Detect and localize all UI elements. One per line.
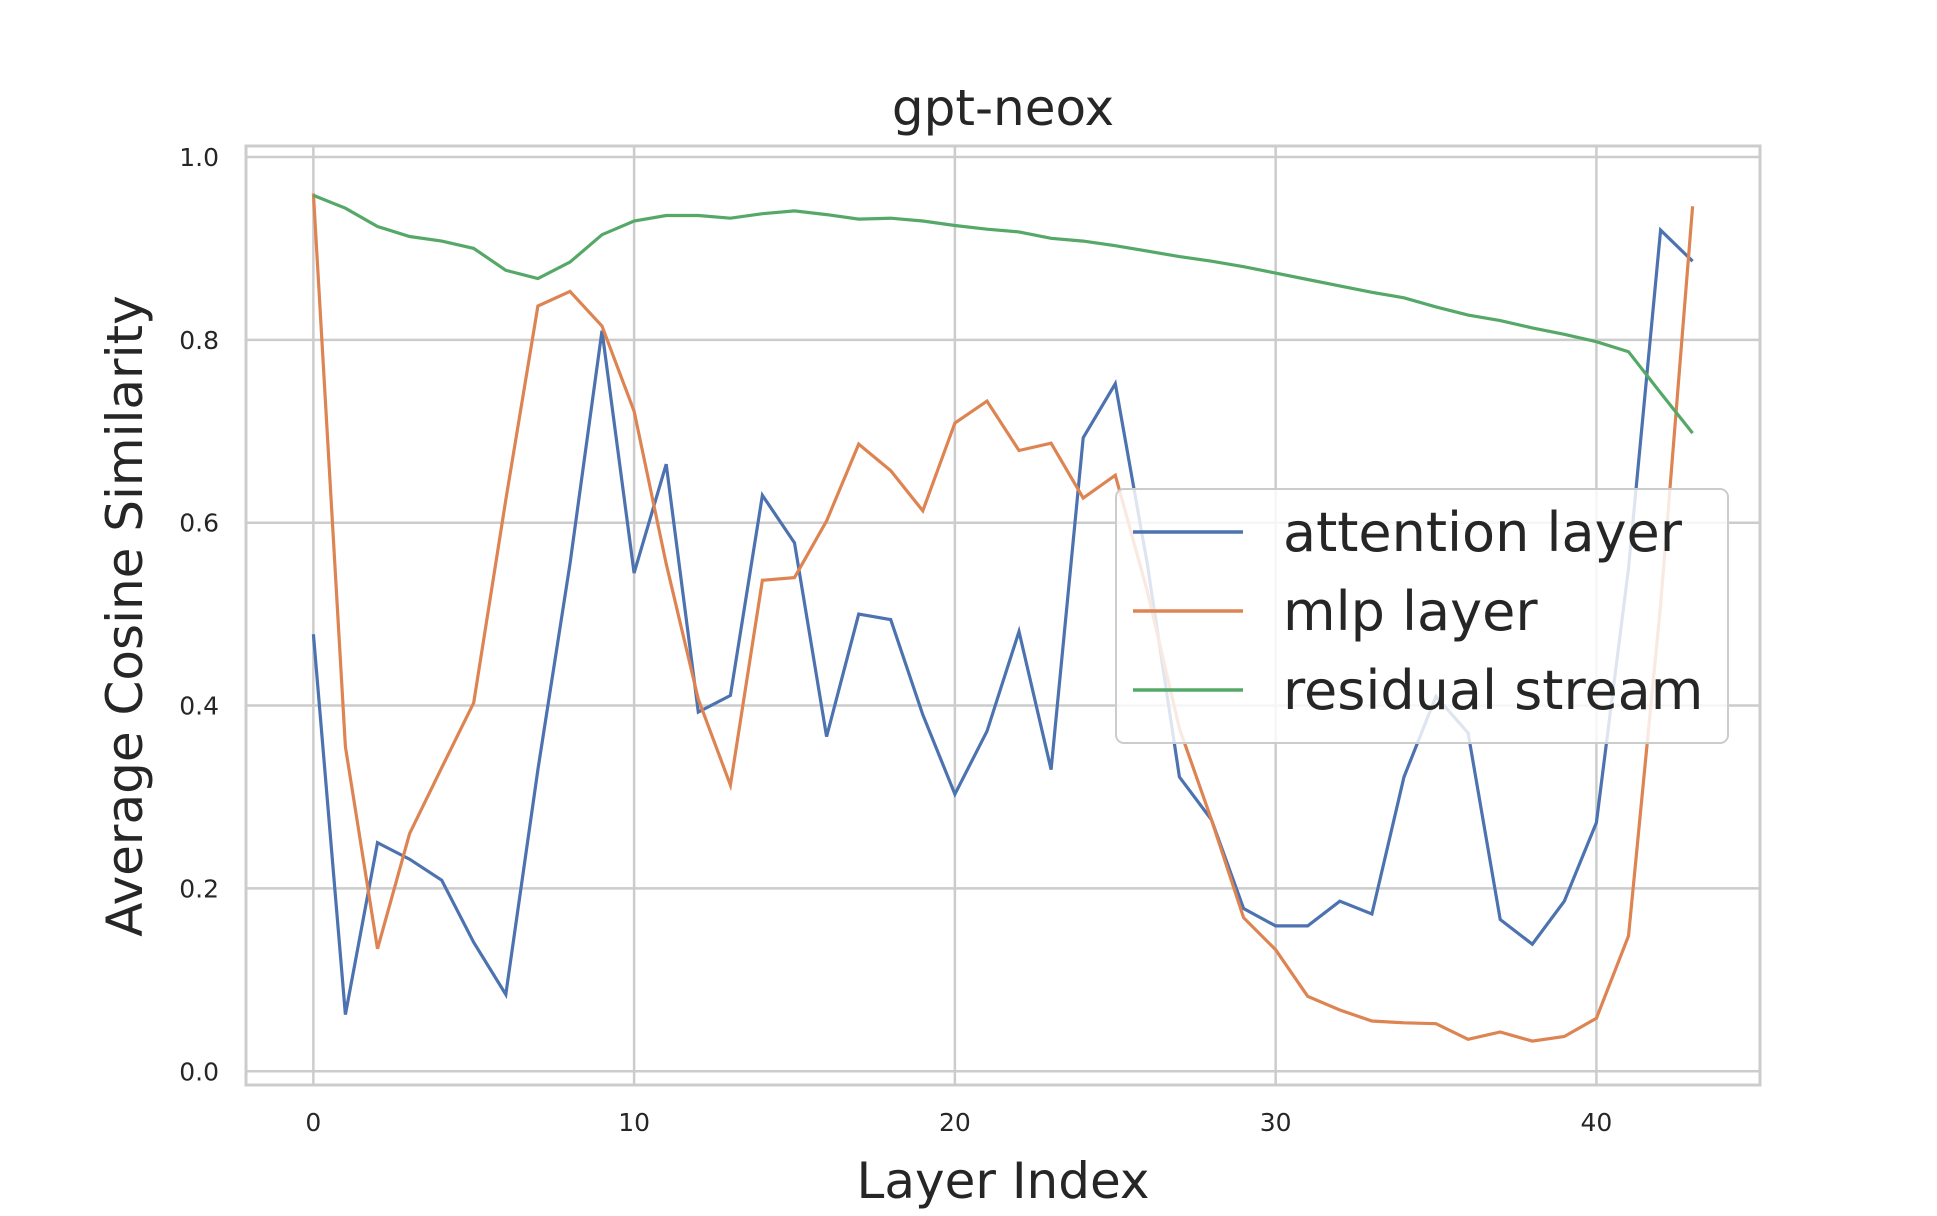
chart-title: gpt-neox bbox=[892, 79, 1114, 137]
legend-box bbox=[1115, 488, 1729, 744]
y-tick-label: 0.8 bbox=[179, 326, 219, 355]
y-tick-label: 0.4 bbox=[179, 692, 219, 721]
y-tick-label: 0.6 bbox=[179, 509, 219, 538]
x-axis-label: Layer Index bbox=[857, 1152, 1150, 1210]
legend-label: residual stream bbox=[1283, 659, 1703, 722]
legend-label: attention layer bbox=[1283, 501, 1683, 564]
tick-labels: 0 10 20 30 40 0.0 0.2 0.4 0.6 0.8 1.0 bbox=[179, 143, 1612, 1137]
series-line-residual-stream bbox=[312, 193, 1694, 435]
x-tick-label: 0 bbox=[305, 1108, 321, 1137]
legend: attention layer mlp layer residual stream bbox=[1115, 488, 1729, 744]
grid-lines bbox=[246, 146, 1760, 1085]
x-tick-label: 10 bbox=[618, 1108, 650, 1137]
series-line-mlp-layer bbox=[311, 193, 1695, 1043]
y-axis-label: Average Cosine Similarity bbox=[96, 295, 154, 936]
x-tick-label: 20 bbox=[939, 1108, 971, 1137]
y-tick-label: 0.0 bbox=[179, 1057, 219, 1086]
y-tick-label: 0.2 bbox=[179, 874, 219, 903]
x-tick-label: 40 bbox=[1581, 1108, 1613, 1137]
legend-label: mlp layer bbox=[1283, 580, 1538, 643]
y-tick-label: 1.0 bbox=[179, 143, 219, 172]
plot-frame bbox=[244, 144, 1762, 1087]
x-tick-label: 30 bbox=[1260, 1108, 1292, 1137]
